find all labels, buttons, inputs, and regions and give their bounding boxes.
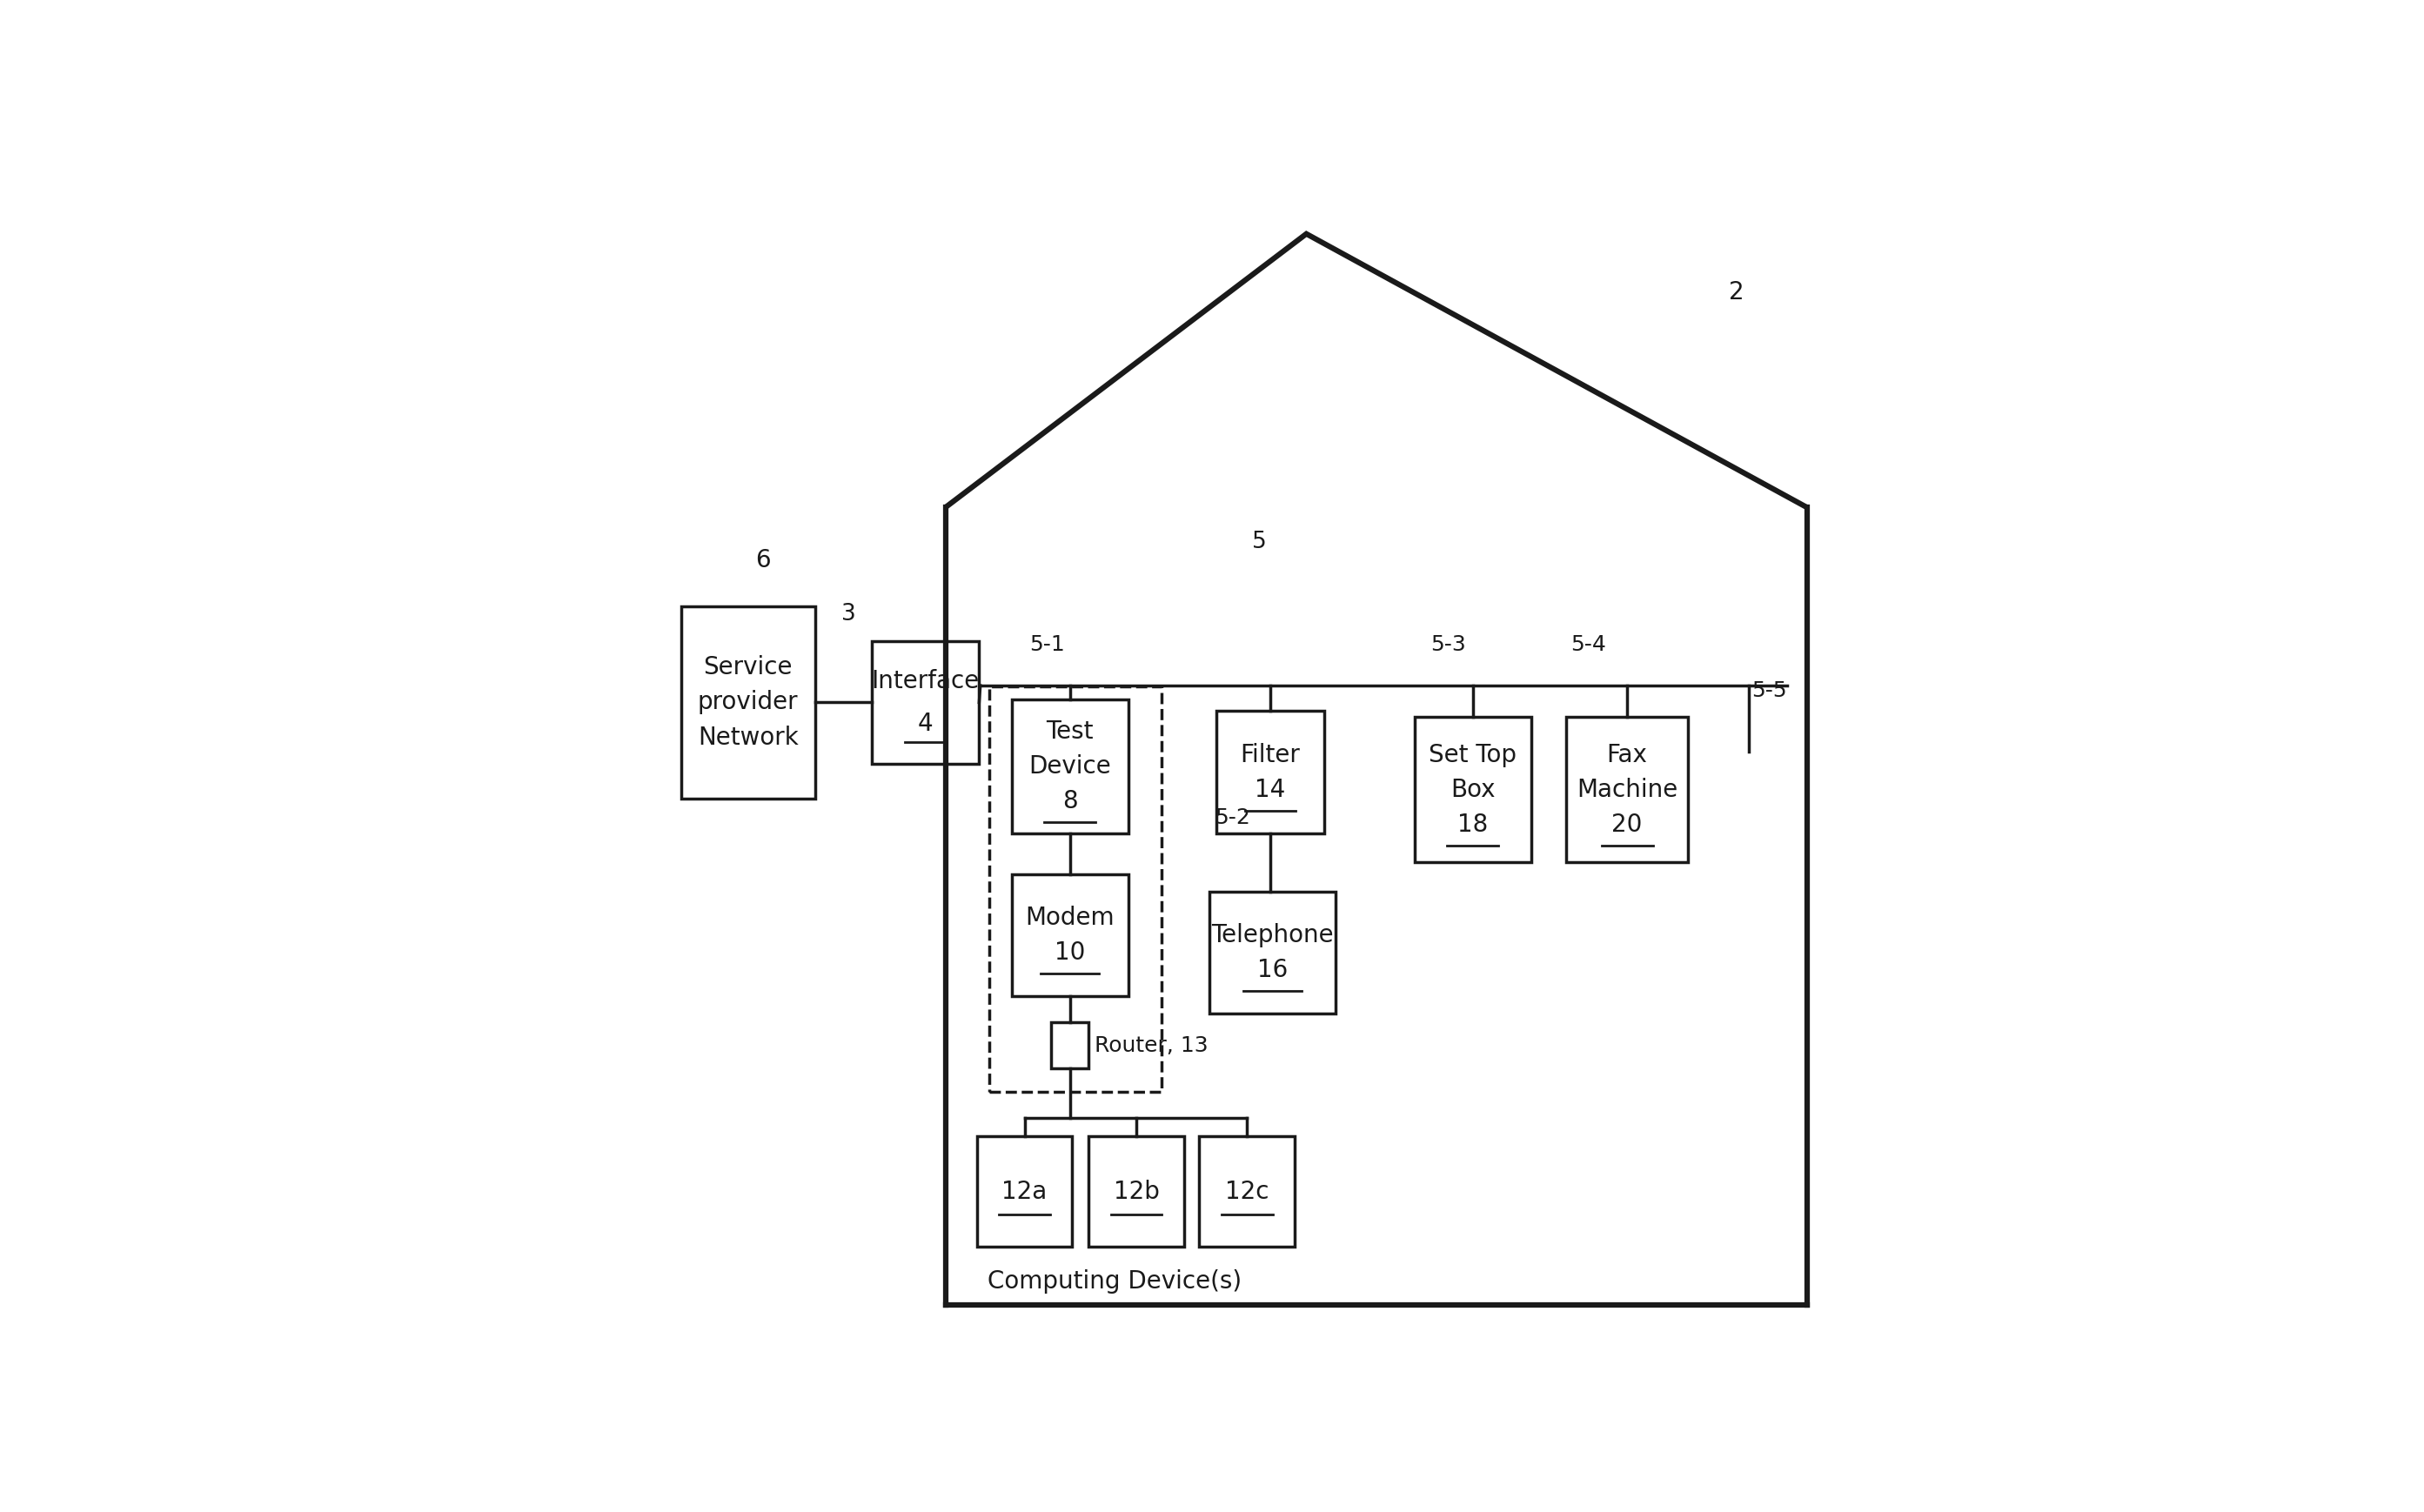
Text: Fax: Fax: [1607, 742, 1648, 767]
Bar: [1566, 717, 1687, 862]
Text: 2: 2: [1728, 280, 1745, 304]
Text: Service: Service: [703, 655, 793, 680]
Text: Box: Box: [1450, 777, 1496, 801]
Bar: [1200, 1136, 1294, 1247]
Text: 12b: 12b: [1113, 1179, 1159, 1204]
Text: Machine: Machine: [1576, 777, 1677, 801]
Text: Test: Test: [1047, 720, 1093, 744]
Text: 10: 10: [1054, 940, 1086, 965]
Bar: [1011, 874, 1127, 996]
Bar: [873, 641, 979, 764]
Text: 5-5: 5-5: [1750, 680, 1786, 702]
Bar: [977, 1136, 1071, 1247]
Text: 5-2: 5-2: [1214, 807, 1251, 829]
Text: 5-3: 5-3: [1430, 634, 1467, 655]
Text: 20: 20: [1612, 812, 1643, 836]
Text: 6: 6: [754, 549, 771, 573]
Bar: [1052, 1022, 1088, 1069]
Bar: [681, 606, 814, 798]
Text: Interface: Interface: [873, 670, 979, 694]
Text: 12a: 12a: [1001, 1179, 1047, 1204]
Text: Telephone: Telephone: [1212, 924, 1333, 948]
Bar: [1217, 711, 1324, 833]
Bar: [989, 686, 1161, 1092]
Bar: [1088, 1136, 1183, 1247]
Text: Network: Network: [698, 726, 797, 750]
Text: 8: 8: [1062, 789, 1079, 813]
Text: 4: 4: [919, 711, 933, 735]
Text: 5-4: 5-4: [1571, 634, 1607, 655]
Text: Set Top: Set Top: [1428, 742, 1517, 767]
Bar: [1011, 700, 1127, 833]
Text: 14: 14: [1256, 777, 1285, 801]
Text: 5: 5: [1251, 531, 1265, 553]
Text: 12c: 12c: [1224, 1179, 1268, 1204]
Text: Device: Device: [1028, 754, 1110, 779]
Text: 16: 16: [1258, 959, 1287, 983]
Text: 18: 18: [1457, 812, 1488, 836]
Text: Computing Device(s): Computing Device(s): [987, 1270, 1241, 1294]
Bar: [1416, 717, 1532, 862]
Bar: [1210, 892, 1336, 1015]
Text: 5-1: 5-1: [1030, 634, 1064, 655]
Text: provider: provider: [698, 691, 797, 715]
Text: Router, 13: Router, 13: [1093, 1034, 1207, 1055]
Text: 3: 3: [841, 603, 856, 626]
Text: Modem: Modem: [1025, 906, 1115, 930]
Text: Filter: Filter: [1241, 742, 1299, 767]
